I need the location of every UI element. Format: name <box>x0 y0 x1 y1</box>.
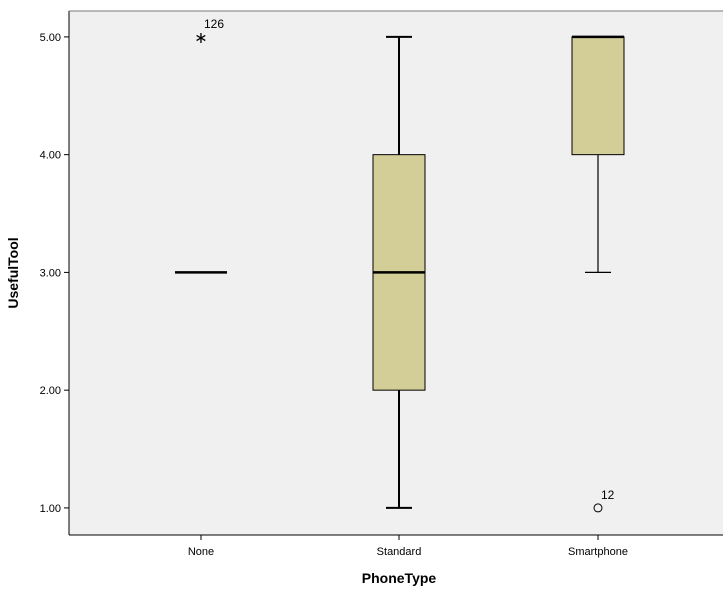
box-group-standard <box>372 35 426 509</box>
outlier-star-marker: ∗ <box>194 28 207 47</box>
outlier-circle-marker <box>593 503 603 513</box>
outlier-label: 12 <box>601 488 615 502</box>
y-tick-label: 2.00 <box>40 385 61 397</box>
outlier-label: 126 <box>204 17 224 31</box>
y-tick-label: 3.00 <box>40 267 61 279</box>
box-group-smartphone: 12 <box>571 35 625 513</box>
box-iqr <box>571 36 625 156</box>
x-tick-label-smartphone: Smartphone <box>568 546 628 558</box>
y-tick-label: 5.00 <box>40 32 61 44</box>
x-axis-title: PhoneType <box>362 570 437 586</box>
x-tick-label-standard: Standard <box>377 546 422 558</box>
x-tick-label-none: None <box>188 546 214 558</box>
y-tick-label: 4.00 <box>40 150 61 162</box>
y-tick-label: 1.00 <box>40 503 61 515</box>
box-group-none: ∗126 <box>175 17 227 274</box>
y-axis-title: UsefulTool <box>5 237 21 308</box>
